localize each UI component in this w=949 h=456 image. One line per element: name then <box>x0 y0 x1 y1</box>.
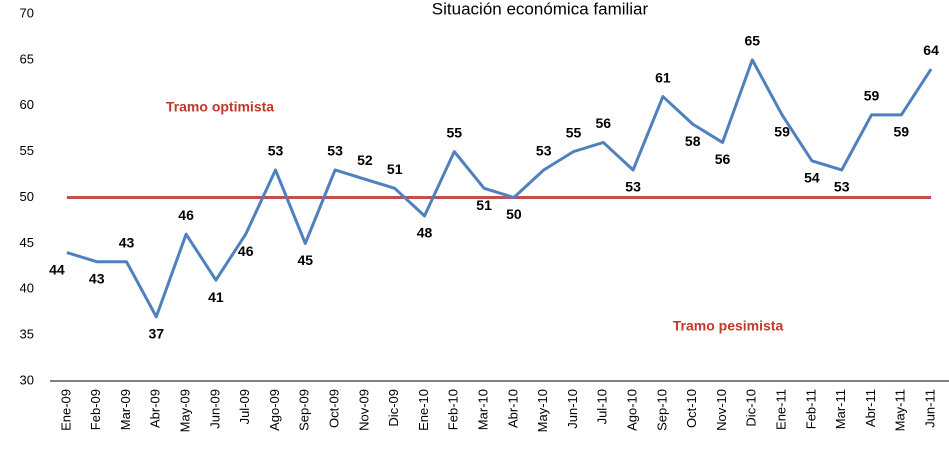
y-tick-label: 50 <box>20 189 34 204</box>
x-tick-label: Feb-11 <box>803 389 818 429</box>
data-label: 37 <box>149 325 165 341</box>
x-tick-label: Ene-10 <box>416 389 431 431</box>
x-tick-label: Abr-11 <box>863 389 878 427</box>
y-tick-label: 55 <box>20 143 34 158</box>
data-label: 41 <box>208 289 224 305</box>
data-label: 55 <box>447 124 463 140</box>
y-tick-label: 30 <box>20 372 34 387</box>
data-label: 43 <box>89 270 105 286</box>
x-tick-label: Mar-09 <box>118 389 133 430</box>
data-label: 53 <box>536 143 552 159</box>
x-tick-label: Ago-09 <box>267 389 282 431</box>
data-label: 53 <box>834 179 850 195</box>
x-tick-label: Feb-09 <box>88 389 103 430</box>
x-tick-label: Dic-09 <box>386 389 401 427</box>
data-label: 65 <box>745 33 761 49</box>
x-tick-label: May-09 <box>178 389 193 432</box>
data-label: 53 <box>327 143 343 159</box>
data-label: 53 <box>268 143 284 159</box>
x-tick-label: Dic-10 <box>744 389 759 427</box>
x-tick-label: Ago-10 <box>625 389 640 431</box>
x-tick-label: Nov-09 <box>356 389 371 431</box>
chart-title: Situación económica familiar <box>432 0 649 18</box>
x-tick-label: Jul-09 <box>237 389 252 424</box>
data-label: 55 <box>566 124 582 140</box>
x-tick-label: Jul-10 <box>595 389 610 424</box>
annotation: Tramo pesimista <box>673 318 784 334</box>
data-label: 51 <box>476 197 492 213</box>
data-label: 59 <box>894 124 910 140</box>
data-label: 43 <box>119 234 135 250</box>
data-label: 44 <box>49 261 65 277</box>
x-tick-label: Oct-09 <box>327 389 342 428</box>
data-label: 45 <box>298 252 314 268</box>
data-label: 46 <box>178 207 194 223</box>
data-label: 59 <box>774 124 790 140</box>
x-tick-label: Jun-10 <box>565 389 580 429</box>
data-label: 48 <box>417 225 433 241</box>
x-tick-label: Oct-10 <box>684 389 699 428</box>
x-tick-label: Jun-09 <box>207 389 222 429</box>
x-tick-label: Sep-10 <box>654 389 669 431</box>
data-label: 56 <box>596 115 612 131</box>
y-tick-label: 35 <box>20 327 34 342</box>
y-tick-label: 45 <box>20 235 34 250</box>
data-label: 46 <box>238 243 254 259</box>
data-label: 50 <box>506 206 522 222</box>
x-tick-label: Abr-10 <box>505 389 520 428</box>
x-tick-label: Ene-09 <box>58 389 73 431</box>
x-tick-label: Ene-11 <box>774 389 789 430</box>
x-tick-label: Mar-10 <box>476 389 491 430</box>
y-tick-label: 60 <box>20 97 34 112</box>
data-label: 58 <box>685 133 701 149</box>
data-label: 61 <box>655 69 671 85</box>
x-tick-label: May-10 <box>535 389 550 432</box>
data-label: 64 <box>923 42 939 58</box>
x-tick-label: Sep-09 <box>297 389 312 431</box>
y-tick-label: 70 <box>20 5 34 20</box>
data-label: 51 <box>387 161 403 177</box>
data-label: 53 <box>625 179 641 195</box>
data-label: 54 <box>804 170 820 186</box>
y-tick-label: 40 <box>20 281 34 296</box>
x-tick-label: Feb-10 <box>446 389 461 430</box>
data-label: 56 <box>715 151 731 167</box>
x-tick-label: Jun-11 <box>923 389 938 428</box>
x-tick-label: Mar-11 <box>833 389 848 429</box>
x-tick-label: Abr-09 <box>148 389 163 428</box>
y-tick-label: 65 <box>20 51 34 66</box>
data-label: 59 <box>864 88 880 104</box>
data-label: 52 <box>357 152 373 168</box>
x-tick-label: Nov-10 <box>714 389 729 431</box>
x-tick-label: May-11 <box>893 389 908 431</box>
data-line <box>66 58 933 319</box>
annotation: Tramo optimista <box>166 99 274 115</box>
